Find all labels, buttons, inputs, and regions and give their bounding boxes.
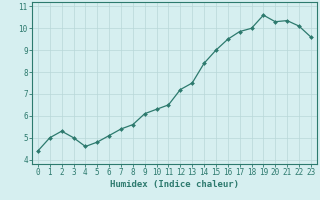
X-axis label: Humidex (Indice chaleur): Humidex (Indice chaleur)	[110, 180, 239, 189]
